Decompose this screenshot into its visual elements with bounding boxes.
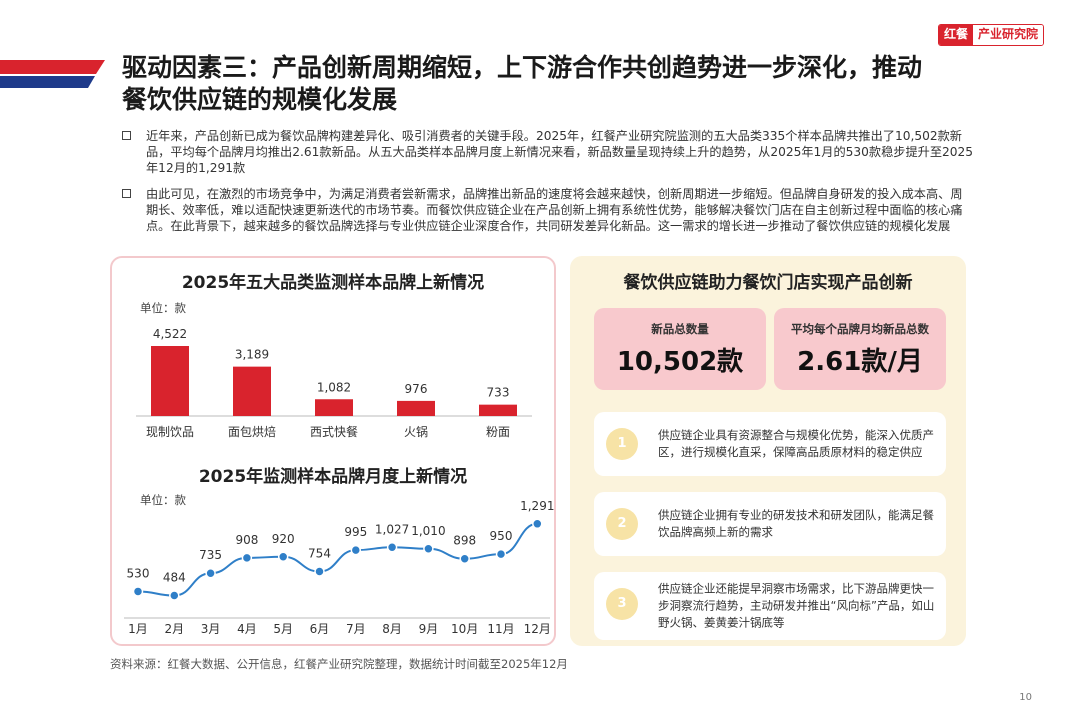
logo-mark: 红餐 [938, 25, 973, 45]
line-value-label: 995 [344, 525, 367, 539]
advantage-item-1: 1 供应链企业具有资源整合与规模化优势，能深入优质产区，进行规模化直采，保障高品… [594, 412, 946, 476]
advantage-text: 供应链企业还能提早洞察市场需求，比下游品牌更快一步洞察流行趋势，主动研发并推出“… [658, 581, 935, 630]
line-point [423, 543, 434, 555]
bar-chart-unit: 单位：款 [140, 301, 186, 315]
number-badge: 1 [606, 428, 638, 460]
line-month-label: 7月 [346, 622, 366, 636]
paragraph-1: 近年来，产品创新已成为餐饮品牌构建差异化、吸引消费者的关键手段。2025年，红餐… [122, 128, 974, 176]
line-month-label: 6月 [310, 622, 330, 636]
advantage-text: 供应链企业具有资源整合与规模化优势，能深入优质产区，进行规模化直采，保障高品质原… [658, 428, 934, 459]
charts-panel: 2025年五大品类监测样本品牌上新情况 单位：款 2025年监测样本品牌月度上新… [110, 256, 556, 646]
line-point [132, 586, 144, 597]
line-month-label: 11月 [487, 622, 514, 636]
line-point [386, 542, 398, 553]
bar-value-label: 1,082 [317, 380, 351, 394]
bullet-square-icon [122, 189, 131, 198]
brand-logo: 红餐 产业研究院 [937, 24, 1044, 46]
line-month-label: 3月 [201, 622, 221, 636]
advantage-item-2: 2 供应链企业拥有专业的研发技术和研发团队，能满足餐饮品牌高频上新的需求 [594, 492, 946, 556]
number-badge: 2 [606, 508, 638, 540]
line-value-label: 1,291 [520, 499, 554, 513]
line-chart-unit: 单位：款 [140, 493, 186, 507]
header-accent-bar [0, 60, 105, 88]
bar-chart-title: 2025年五大品类监测样本品牌上新情况 [181, 273, 485, 293]
stat-total-new-products: 新品总数量 10,502款 [594, 308, 766, 390]
line-point [495, 548, 507, 560]
bar [315, 399, 353, 416]
line-value-label: 908 [235, 533, 258, 547]
stat-label: 平均每个品牌月均新品总数 [791, 322, 929, 336]
line-month-label: 2月 [164, 622, 184, 636]
advantage-item-3: 3 供应链企业还能提早洞察市场需求，比下游品牌更快一步洞察流行趋势，主动研发并推… [594, 572, 946, 640]
line-chart-title: 2025年监测样本品牌月度上新情况 [198, 467, 468, 487]
page-title: 驱动因素三：产品创新周期缩短，上下游合作共创趋势进一步深化，推动餐饮供应链的规模… [122, 53, 923, 114]
line-value-label: 920 [272, 532, 295, 546]
supply-chain-title: 餐饮供应链助力餐饮门店实现产品创新 [623, 273, 913, 293]
line-month-label: 12月 [524, 622, 551, 636]
line-month-label: 9月 [419, 622, 439, 636]
line-month-label: 5月 [273, 622, 293, 636]
line-point [350, 544, 362, 556]
line-point [277, 551, 289, 563]
bar-category-label: 粉面 [486, 425, 510, 439]
line-month-label: 4月 [237, 622, 257, 636]
bar-category-label: 西式快餐 [310, 424, 358, 439]
stat-value: 10,502款 [616, 347, 744, 377]
charts-svg: 4,522 现制饮品 3,189 面包烘焙 1,082 西式快餐 976 火锅 733 粉面 530… [124, 327, 554, 636]
line-value-label: 754 [308, 547, 331, 561]
bar-category-label: 火锅 [404, 424, 428, 439]
paragraph-2: 由此可见，在激烈的市场竞争中，为满足消费者尝新需求，品牌推出新品的速度将会越来越… [122, 186, 974, 234]
line-point [532, 518, 543, 530]
line-value-label: 530 [127, 566, 150, 580]
bar [151, 346, 189, 416]
line-point [205, 567, 216, 579]
line-point [459, 553, 470, 564]
line-value-label: 484 [163, 571, 186, 585]
line-month-label: 10月 [451, 622, 478, 636]
bar-category-label: 现制饮品 [146, 425, 194, 439]
line-point [314, 566, 325, 577]
logo-text: 产业研究院 [972, 25, 1043, 45]
line-series [137, 522, 538, 597]
line-point [241, 552, 253, 564]
supply-chain-panel: 餐饮供应链助力餐饮门店实现产品创新 新品总数量 10,502款 平均每个品牌月均… [570, 256, 966, 646]
bar-value-label: 3,189 [235, 348, 269, 362]
line-value-label: 1,010 [411, 524, 445, 538]
line-month-label: 1月 [128, 622, 148, 636]
stat-label: 新品总数量 [651, 322, 709, 336]
line-value-label: 1,027 [375, 522, 409, 536]
bar-value-label: 976 [405, 382, 428, 396]
bar-category-label: 面包烘焙 [228, 424, 276, 439]
bullet-square-icon [122, 131, 131, 140]
bar [479, 404, 517, 416]
line-month-label: 8月 [382, 622, 402, 636]
stat-value: 2.61款/月 [797, 347, 923, 377]
line-value-label: 898 [453, 534, 476, 548]
bar [397, 400, 435, 416]
number-badge: 3 [606, 588, 638, 620]
bar-value-label: 733 [487, 386, 510, 400]
data-source: 资料来源：红餐大数据、公开信息，红餐产业研究院整理，数据统计时间截至2025年1… [110, 657, 568, 671]
page-number: 10 [1019, 692, 1032, 703]
line-point [169, 590, 180, 601]
line-value-label: 950 [490, 529, 513, 543]
stat-monthly-average: 平均每个品牌月均新品总数 2.61款/月 [774, 308, 946, 390]
advantage-text: 供应链企业拥有专业的研发技术和研发团队，能满足餐饮品牌高频上新的需求 [658, 508, 934, 539]
line-value-label: 735 [199, 548, 222, 562]
bar [233, 366, 271, 416]
bar-value-label: 4,522 [153, 327, 187, 341]
